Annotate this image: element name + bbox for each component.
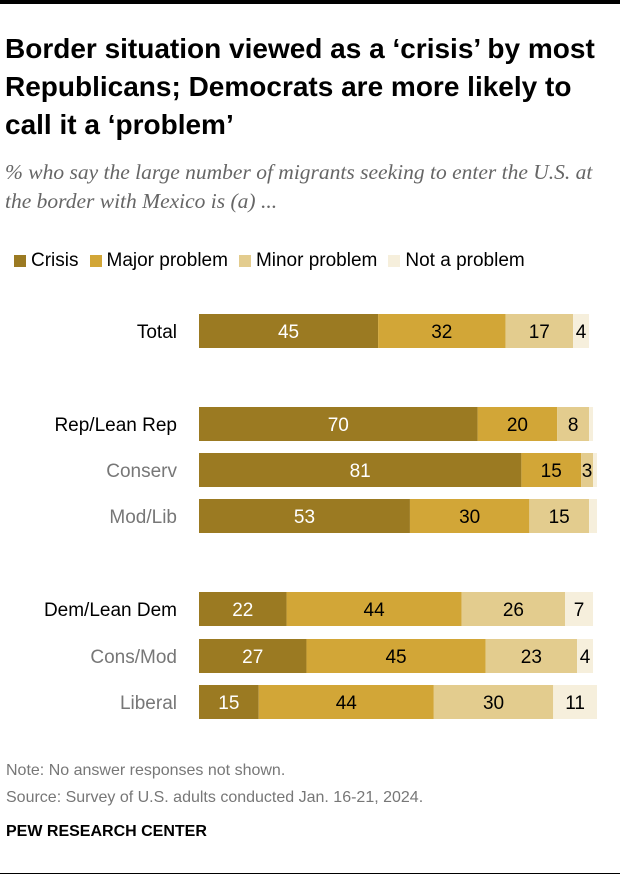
bar-dem-lean-dem-not-a-problem bbox=[565, 592, 594, 626]
value-label-mod-lib-crisis: 53 bbox=[294, 507, 315, 528]
value-label-liberal-major-problem: 44 bbox=[336, 693, 358, 714]
bar-dem-lean-dem-minor-problem bbox=[461, 592, 566, 626]
value-label-mod-lib-major-problem: 30 bbox=[459, 507, 480, 528]
row-label-dem-lean-dem: Dem/Lean Dem bbox=[44, 600, 177, 621]
value-label-total-minor-problem: 17 bbox=[529, 322, 550, 343]
legend: Crisis Major problem Minor problem Not a… bbox=[14, 249, 536, 273]
bar-cons-mod-major-problem bbox=[306, 639, 486, 673]
value-label-conserv-major-problem: 15 bbox=[541, 461, 562, 482]
bar-cons-mod-minor-problem bbox=[485, 639, 578, 673]
bar-liberal-not-a-problem bbox=[553, 685, 597, 719]
bar-dem-lean-dem-crisis bbox=[199, 592, 287, 626]
bar-total-minor-problem bbox=[505, 314, 574, 348]
row-label-conserv: Conserv bbox=[106, 461, 177, 482]
bar-rep-lean-rep-minor-problem bbox=[557, 407, 590, 441]
bar-total-not-a-problem bbox=[573, 314, 590, 348]
value-label-rep-lean-rep-minor-problem: 8 bbox=[568, 415, 579, 436]
chart-title: Border situation viewed as a ‘crisis’ by… bbox=[5, 33, 595, 140]
legend-item-major-problem: Major problem bbox=[89, 250, 228, 272]
chart-source: Source: Survey of U.S. adults conducted … bbox=[6, 789, 424, 806]
value-label-liberal-not-a-problem: 11 bbox=[565, 693, 585, 714]
brand-name: PEW RESEARCH CENTER bbox=[6, 823, 207, 840]
value-label-cons-mod-not-a-problem: 4 bbox=[580, 647, 591, 668]
value-label-dem-lean-dem-not-a-problem: 7 bbox=[574, 600, 585, 621]
value-label-rep-lean-rep-crisis: 70 bbox=[328, 415, 349, 436]
bar-liberal-minor-problem bbox=[433, 685, 554, 719]
bar-conserv-major-problem bbox=[521, 453, 582, 487]
value-label-mod-lib-minor-problem: 15 bbox=[549, 507, 570, 528]
bar-rep-lean-rep-crisis bbox=[199, 407, 478, 441]
value-label-total-major-problem: 32 bbox=[431, 322, 452, 343]
chart-note: Note: No answer responses not shown. bbox=[6, 762, 286, 779]
value-label-conserv-crisis: 81 bbox=[350, 461, 371, 482]
value-label-cons-mod-minor-problem: 23 bbox=[521, 647, 542, 668]
bar-rep-lean-rep-not-a-problem bbox=[589, 407, 594, 441]
legend-label-crisis: Crisis bbox=[31, 250, 79, 271]
bottom-rule bbox=[0, 873, 620, 874]
legend-item-crisis: Crisis bbox=[14, 250, 79, 272]
legend-swatch-major-problem bbox=[89, 255, 102, 267]
legend-swatch-not-a-problem bbox=[388, 255, 401, 267]
bar-total-crisis bbox=[199, 314, 379, 348]
bar-dem-lean-dem-major-problem bbox=[286, 592, 462, 626]
bar-conserv-crisis bbox=[199, 453, 522, 487]
row-label-liberal: Liberal bbox=[120, 693, 177, 714]
bar-rep-lean-rep-major-problem bbox=[477, 407, 558, 441]
legend-label-not-a-problem: Not a problem bbox=[405, 250, 525, 271]
value-label-conserv-minor-problem: 3 bbox=[582, 461, 593, 482]
legend-item-minor-problem: Minor problem bbox=[238, 250, 378, 272]
bar-conserv-minor-problem bbox=[581, 453, 594, 487]
value-label-cons-mod-major-problem: 45 bbox=[385, 647, 406, 668]
row-label-rep-lean-rep: Rep/Lean Rep bbox=[54, 415, 177, 436]
legend-swatch-crisis bbox=[14, 255, 26, 267]
legend-label-minor-problem: Minor problem bbox=[255, 250, 378, 271]
bar-liberal-crisis bbox=[199, 685, 259, 719]
bar-liberal-major-problem bbox=[258, 685, 434, 719]
value-label-cons-mod-crisis: 27 bbox=[242, 647, 263, 668]
legend-label-major-problem: Major problem bbox=[106, 250, 228, 271]
bar-mod-lib-minor-problem bbox=[529, 499, 590, 533]
value-label-liberal-minor-problem: 30 bbox=[483, 693, 504, 714]
row-label-total: Total bbox=[137, 322, 177, 343]
bar-mod-lib-crisis bbox=[199, 499, 410, 533]
bar-total-major-problem bbox=[378, 314, 506, 348]
bar-conserv-not-a-problem bbox=[593, 453, 597, 487]
value-label-dem-lean-dem-minor-problem: 26 bbox=[503, 600, 524, 621]
top-rule bbox=[0, 0, 620, 4]
bar-cons-mod-not-a-problem bbox=[577, 639, 594, 673]
bar-mod-lib-major-problem bbox=[409, 499, 530, 533]
value-label-dem-lean-dem-major-problem: 44 bbox=[364, 600, 386, 621]
bar-mod-lib-not-a-problem bbox=[589, 499, 597, 533]
legend-swatch-minor-problem bbox=[238, 255, 251, 267]
value-label-rep-lean-rep-major-problem: 20 bbox=[507, 415, 528, 436]
bar-cons-mod-crisis bbox=[199, 639, 307, 673]
value-label-total-not-a-problem: 4 bbox=[576, 322, 587, 343]
chart-subtitle: % who say the large number of migrants s… bbox=[5, 160, 593, 213]
row-label-mod-lib: Mod/Lib bbox=[109, 507, 177, 528]
value-label-dem-lean-dem-crisis: 22 bbox=[232, 600, 253, 621]
legend-item-not-a-problem: Not a problem bbox=[388, 250, 525, 272]
row-label-cons-mod: Cons/Mod bbox=[90, 647, 177, 668]
value-label-total-crisis: 45 bbox=[278, 322, 299, 343]
value-label-liberal-crisis: 15 bbox=[218, 693, 239, 714]
